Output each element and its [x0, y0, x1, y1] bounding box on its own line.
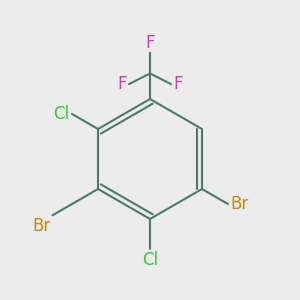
Text: Br: Br — [33, 217, 51, 235]
Text: Br: Br — [230, 195, 249, 213]
Text: F: F — [173, 75, 183, 93]
Text: F: F — [117, 75, 127, 93]
Text: F: F — [145, 34, 155, 52]
Text: Cl: Cl — [142, 251, 158, 269]
Text: Cl: Cl — [53, 105, 70, 123]
